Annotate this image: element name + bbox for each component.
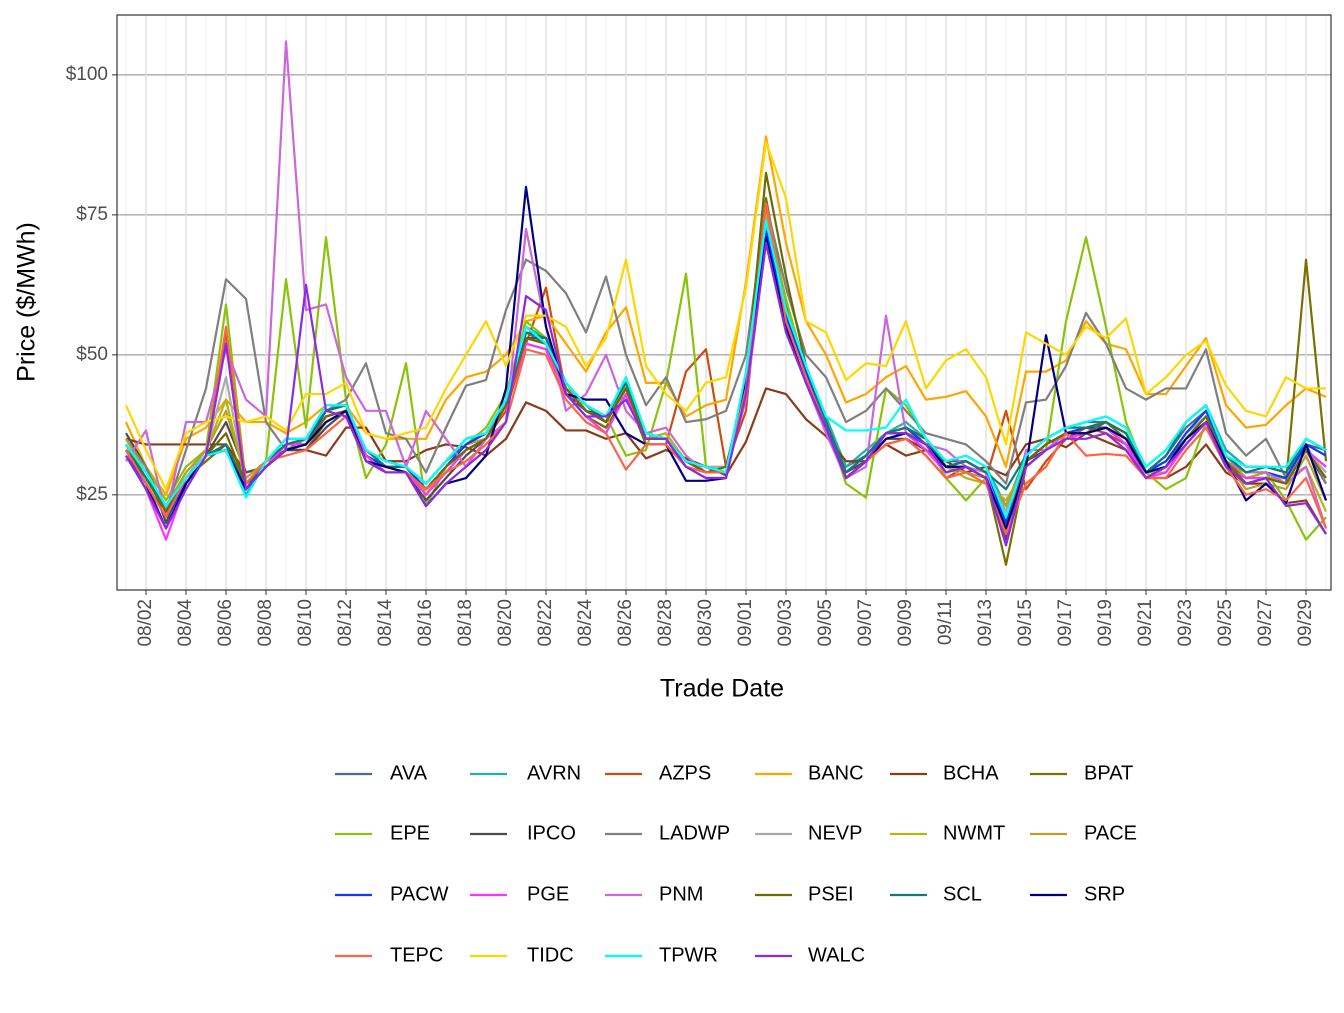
series-line xyxy=(125,241,1327,547)
x-tick-label: 09/01 xyxy=(735,599,756,647)
legend-label: PSEI xyxy=(808,883,854,905)
y-axis-title: Price ($/MWh) xyxy=(13,222,41,382)
legend-label: AVRN xyxy=(527,762,581,784)
legend-label: WALC xyxy=(808,944,865,966)
x-tick-label: 08/04 xyxy=(175,599,196,647)
legend-label: SRP xyxy=(1084,883,1125,905)
x-tick-label: 08/12 xyxy=(335,599,356,647)
lines xyxy=(124,40,1328,566)
x-tick-label: 08/08 xyxy=(255,599,276,647)
y-tick-label: $100 xyxy=(66,64,108,85)
x-tick-label: 09/11 xyxy=(935,599,956,645)
x-tick-label: 09/29 xyxy=(1295,599,1316,647)
x-tick-label: 09/07 xyxy=(855,599,876,647)
legend-label: BANC xyxy=(808,762,864,784)
x-tick-label: 08/14 xyxy=(375,599,396,647)
y-tick-label: $75 xyxy=(76,204,108,225)
x-tick-label: 08/10 xyxy=(295,599,316,647)
x-tick-label: 08/28 xyxy=(655,599,676,647)
legend-label: PACE xyxy=(1084,822,1137,844)
x-tick-label: 09/05 xyxy=(815,599,836,647)
y-tick-label: $25 xyxy=(76,484,108,505)
legend-label: AZPS xyxy=(659,762,711,784)
x-tick-label: 08/26 xyxy=(615,599,636,647)
x-tick-label: 09/09 xyxy=(895,599,916,647)
legend-label: SCL xyxy=(943,883,982,905)
x-tick-label: 09/25 xyxy=(1215,599,1236,647)
legend-label: TIDC xyxy=(527,944,574,966)
x-axis-title: Trade Date xyxy=(660,675,784,703)
legend: AVA AVRN AZPS BANC BCHA BPAT EPE IPCO LADWP NEVP N… xyxy=(335,762,1137,966)
legend-label: IPCO xyxy=(527,822,576,844)
legend-label: TPWR xyxy=(659,944,718,966)
axes: $25 $50 $75 $100 08/02 08/04 08/06 08/08 08/10 08… xyxy=(66,64,1316,647)
legend-label: EPE xyxy=(390,822,430,844)
x-tick-label: 08/24 xyxy=(575,599,596,647)
legend-label: BPAT xyxy=(1084,762,1133,784)
legend-label: PNM xyxy=(659,883,703,905)
x-tick-label: 09/19 xyxy=(1095,599,1116,647)
x-tick-label: 08/22 xyxy=(535,599,556,647)
x-tick-label: 08/30 xyxy=(695,599,716,647)
legend-label: AVA xyxy=(390,762,428,784)
x-tick-label: 09/03 xyxy=(775,599,796,647)
legend-label: LADWP xyxy=(659,822,730,844)
series-line xyxy=(124,140,1326,491)
x-tick-label: 09/15 xyxy=(1015,599,1036,647)
x-tick-label: 09/17 xyxy=(1055,599,1076,647)
x-tick-label: 09/21 xyxy=(1135,599,1156,647)
x-tick-label: 08/02 xyxy=(135,599,156,647)
x-tick-label: 09/27 xyxy=(1255,599,1276,647)
legend-label: PGE xyxy=(527,883,569,905)
y-tick-label: $50 xyxy=(76,344,108,365)
legend-label: BCHA xyxy=(943,762,999,784)
legend-label: NEVP xyxy=(808,822,862,844)
x-tick-label: 08/06 xyxy=(215,599,236,647)
x-tick-label: 08/18 xyxy=(455,599,476,647)
x-tick-label: 09/23 xyxy=(1175,599,1196,647)
legend-label: NWMT xyxy=(943,822,1005,844)
plot-border xyxy=(116,14,1332,591)
x-tick-label: 08/20 xyxy=(495,599,516,647)
x-tick-label: 08/16 xyxy=(415,599,436,647)
legend-label: TEPC xyxy=(390,944,443,966)
x-tick-label: 09/13 xyxy=(975,599,996,647)
legend-label: PACW xyxy=(390,883,449,905)
